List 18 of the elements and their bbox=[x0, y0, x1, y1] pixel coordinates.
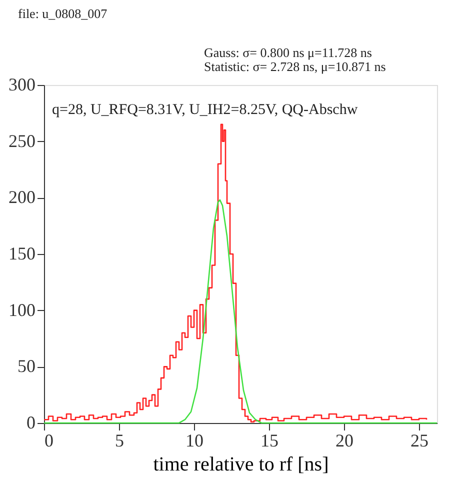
x-tick-label: 20 bbox=[336, 430, 354, 450]
chart-title: file: u_0808_007 bbox=[18, 6, 108, 21]
y-tick-label: 0 bbox=[26, 412, 36, 432]
x-tick-label: 25 bbox=[410, 430, 428, 450]
y-tick-label: 250 bbox=[8, 130, 36, 151]
x-tick-label: 0 bbox=[44, 430, 54, 450]
y-tick-label: 300 bbox=[8, 74, 36, 94]
text: Statistic: σ= 2.728 ns, μ=10.871 ns bbox=[204, 59, 386, 74]
x-tick-label: 15 bbox=[260, 430, 278, 450]
y-tick-label: 200 bbox=[8, 187, 36, 208]
x-tick-label: 5 bbox=[115, 430, 124, 450]
text: Gauss: σ= 0.800 ns μ=11.728 ns bbox=[204, 45, 372, 60]
y-tick-label: 50 bbox=[18, 356, 36, 376]
annotation: q=28, U_RFQ=8.31V, U_IH2=8.25V, QQ-Abschw bbox=[52, 102, 358, 118]
x-tick-label: 10 bbox=[186, 430, 204, 450]
y-tick-label: 150 bbox=[8, 244, 36, 264]
x-axis-title: time relative to rf [ns] bbox=[153, 454, 329, 476]
y-tick-label: 100 bbox=[8, 300, 36, 320]
